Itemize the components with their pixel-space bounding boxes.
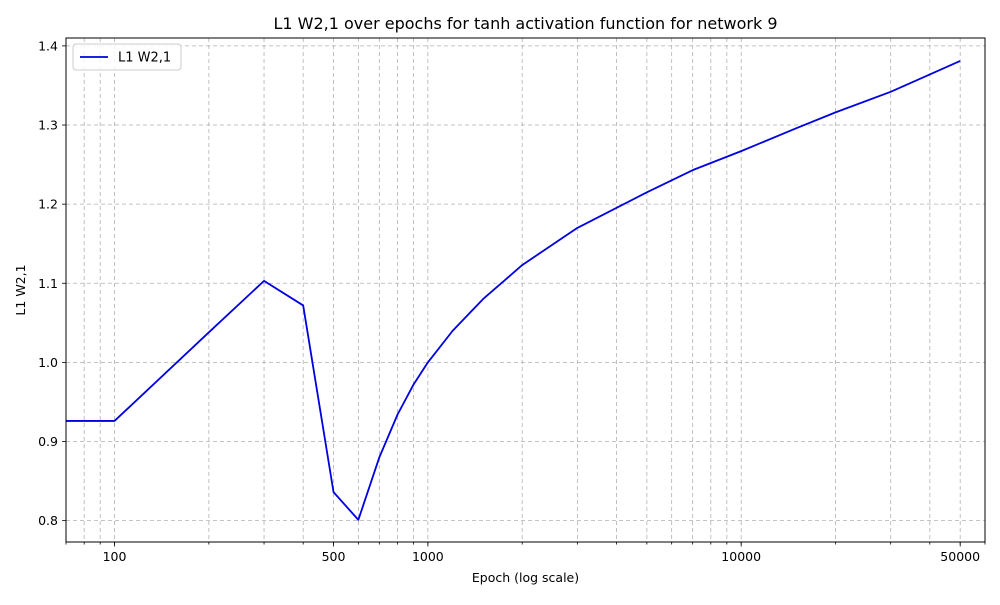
y-tick-label: 0.9 <box>38 434 58 449</box>
series-line <box>66 60 961 521</box>
y-axis-label: L1 W2,1 <box>13 264 28 315</box>
chart-title: L1 W2,1 over epochs for tanh activation … <box>273 14 777 33</box>
y-tick-label: 1.2 <box>38 197 58 212</box>
legend-label: L1 W2,1 <box>118 51 171 66</box>
y-tick-label: 0.8 <box>38 513 58 528</box>
x-tick-label: 500 <box>322 549 346 564</box>
grid <box>65 38 986 542</box>
x-tick-label: 10000 <box>721 549 761 564</box>
x-axis-label: Epoch (log scale) <box>472 570 579 585</box>
legend: L1 W2,1 <box>72 43 182 71</box>
x-tick-label: 1000 <box>412 549 444 564</box>
ticks: 0.8 0.9 1.0 1.1 1.2 1.3 1.4 100 500 1000 10000 5000… <box>38 38 986 564</box>
x-tick-label: 50000 <box>940 549 980 564</box>
y-tick-label: 1.0 <box>38 355 58 370</box>
plot-frame <box>65 37 986 543</box>
y-tick-label: 1.3 <box>38 118 58 133</box>
y-tick-label: 1.4 <box>38 38 58 53</box>
x-tick-label: 100 <box>103 549 127 564</box>
legend-box <box>72 43 182 71</box>
series-layer <box>66 60 961 521</box>
y-tick-label: 1.1 <box>38 276 58 291</box>
